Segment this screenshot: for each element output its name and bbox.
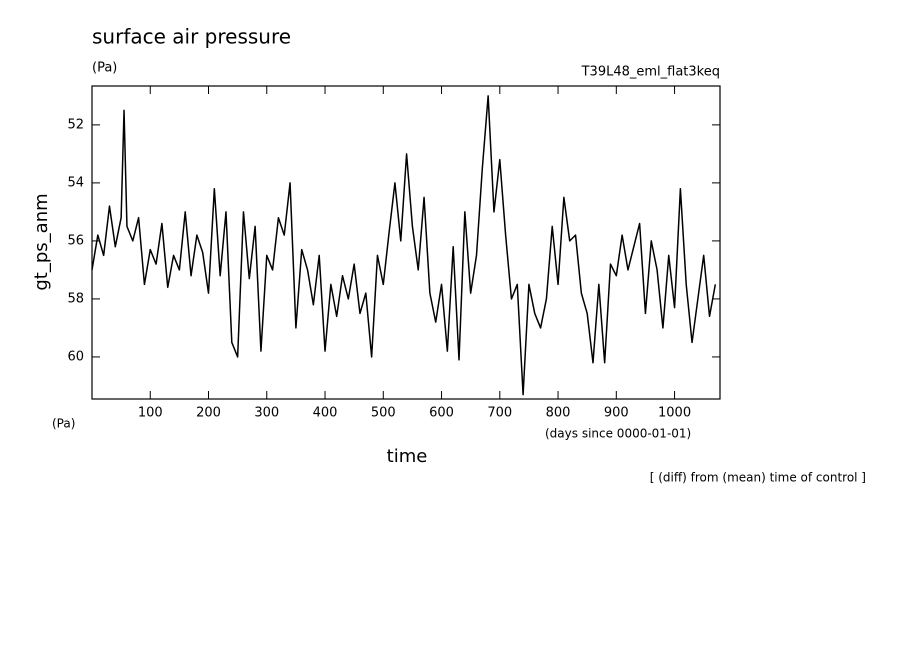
x-tick-label: 900 (604, 406, 629, 421)
data-line (91, 95, 717, 396)
note: [ (diff) from (mean) time of control ] (650, 471, 866, 485)
chart-title: surface air pressure (92, 25, 291, 49)
x-tick-label: 100 (138, 406, 163, 421)
x-axis-label: time (387, 446, 428, 467)
x-tick-label: 1000 (658, 406, 691, 421)
y-unit: (Pa) (52, 417, 75, 431)
x-unit: (days since 0000-01-01) (545, 427, 691, 441)
experiment-label: T39L48_eml_flat3keq (581, 65, 720, 80)
y-tick-label: 52 (67, 117, 84, 132)
x-tick-label: 800 (546, 406, 571, 421)
plot-frame (91, 85, 721, 400)
subtitle: (Pa) (92, 61, 117, 76)
x-tick-label: 200 (196, 406, 221, 421)
x-tick-label: 700 (487, 406, 512, 421)
x-tick-label: 300 (254, 406, 279, 421)
y-tick-label: 60 (67, 349, 84, 364)
x-tick-label: 400 (313, 406, 338, 421)
x-tick-label: 500 (371, 406, 396, 421)
y-tick-label: 56 (67, 233, 84, 248)
x-tick-label: 600 (429, 406, 454, 421)
y-tick-label: 58 (67, 291, 84, 306)
y-axis-label: gt_ps_anm (31, 193, 52, 290)
y-tick-label: 54 (67, 175, 84, 190)
